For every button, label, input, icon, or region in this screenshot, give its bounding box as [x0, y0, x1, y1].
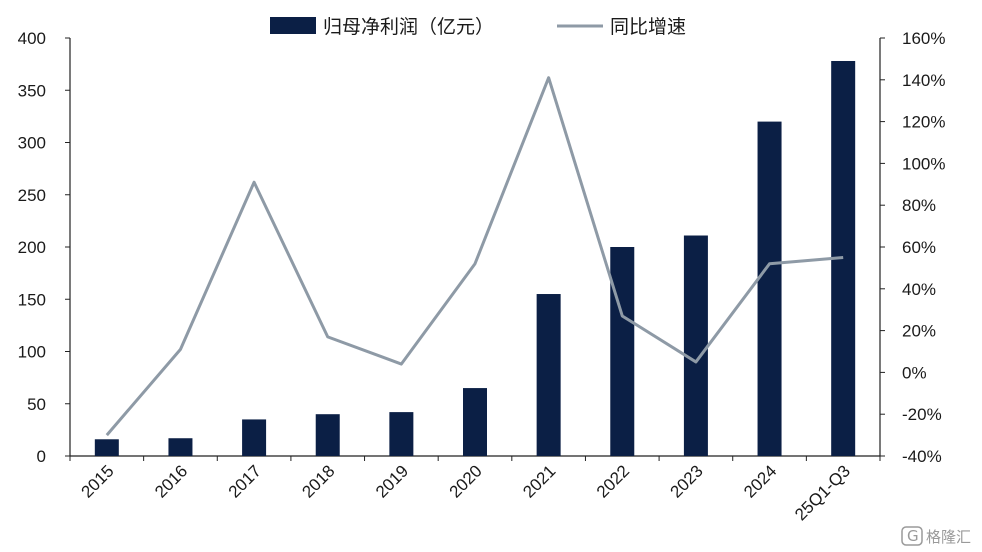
line-series [105, 76, 844, 437]
y-left-tick-label: 0 [37, 447, 46, 466]
y-right-tick-label: 120% [902, 113, 945, 132]
y-left-tick-label: 300 [18, 134, 46, 153]
bar-2019 [389, 412, 414, 456]
g-logo-letter: G [907, 527, 919, 545]
bar-series [94, 60, 856, 457]
x-tick-label: 2020 [446, 461, 486, 501]
watermark-text: 格隆汇 [926, 528, 971, 546]
legend-swatch-bar [270, 17, 316, 34]
x-tick-label: 2024 [740, 461, 780, 501]
x-tick-label: 2018 [298, 461, 338, 501]
growth-line [105, 76, 844, 437]
x-tick-label: 2019 [372, 461, 412, 501]
y-right-tick-label: 140% [902, 71, 945, 90]
y-left-tick-label: 100 [18, 343, 46, 362]
legend-label-line: 同比增速 [610, 16, 686, 38]
y-left-tick-label: 150 [18, 290, 46, 309]
bar-2015 [94, 439, 119, 456]
y-left-tick-label: 400 [18, 29, 46, 48]
x-tick-label: 2023 [667, 461, 707, 501]
y-right-tick-label: 40% [902, 280, 936, 299]
x-tick-label: 2021 [519, 461, 559, 501]
y-right-tick-label: 60% [902, 238, 936, 257]
y-right-tick-label: 100% [902, 154, 945, 173]
x-tick-label: 2016 [151, 461, 191, 501]
y-right-tick-label: 160% [902, 29, 945, 48]
watermark: G 格隆汇 [901, 526, 971, 546]
bar-2017 [242, 419, 267, 456]
y-axis-right: -40% -20% 0% 20% 40% 60% 80% 100% 120% 140% 160% [879, 29, 945, 466]
x-tick-label: 2017 [225, 461, 265, 501]
bar-2023 [683, 235, 708, 456]
x-axis: 2015 2016 2017 2018 2019 2020 2021 2022 2023 2024… [69, 455, 881, 524]
x-tick-label: 2022 [593, 461, 633, 501]
y-right-tick-label: -20% [902, 405, 942, 424]
y-axis-left: 0 50 100 150 200 250 300 350 400 [18, 29, 71, 466]
bar-2020 [463, 388, 487, 456]
legend-label-bar: 归母净利润（亿元） [323, 16, 494, 38]
y-left-tick-label: 200 [18, 238, 46, 257]
x-tick-label: 2015 [77, 461, 117, 501]
x-tick-label: 25Q1-Q3 [791, 461, 854, 524]
bar-2018 [315, 414, 340, 456]
y-right-tick-label: 80% [902, 196, 936, 215]
y-right-tick-label: 0% [902, 363, 927, 382]
y-left-tick-label: 350 [18, 81, 46, 100]
legend: 归母净利润（亿元） 同比增速 [270, 16, 686, 38]
bar-2024 [757, 121, 782, 456]
bar-2022 [610, 247, 635, 456]
y-right-tick-label: -40% [902, 447, 942, 466]
y-left-tick-label: 250 [18, 186, 46, 205]
y-left-tick-label: 50 [27, 395, 46, 414]
bar-2021 [536, 294, 561, 456]
bar-2016 [168, 438, 193, 456]
g-logo-icon [901, 526, 923, 546]
y-right-tick-label: 20% [902, 322, 936, 341]
